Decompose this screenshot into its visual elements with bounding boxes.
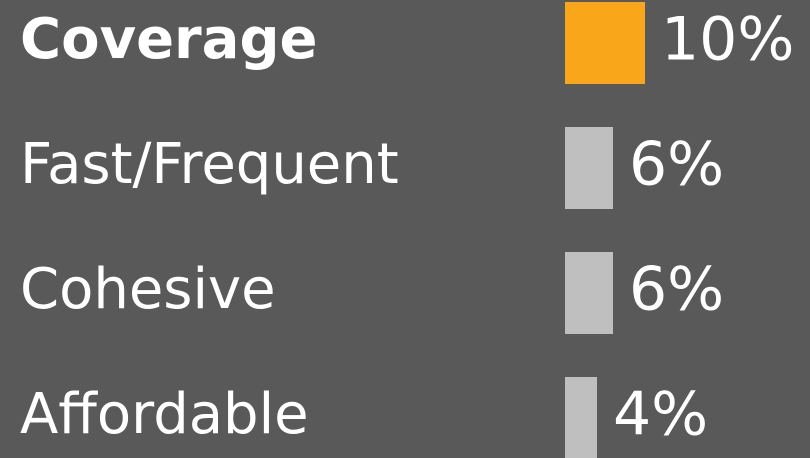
bar	[565, 127, 613, 209]
value-label: 10%	[661, 5, 794, 75]
category-label: Fast/Frequent	[20, 132, 399, 197]
value-label: 4%	[613, 380, 708, 450]
value-label: 6%	[629, 130, 724, 200]
category-label: Coverage	[20, 7, 318, 72]
bar	[565, 2, 645, 84]
bar	[565, 252, 613, 334]
category-label: Cohesive	[20, 257, 276, 322]
value-label: 6%	[629, 255, 724, 325]
category-label: Affordable	[20, 382, 309, 447]
bar	[565, 377, 597, 458]
